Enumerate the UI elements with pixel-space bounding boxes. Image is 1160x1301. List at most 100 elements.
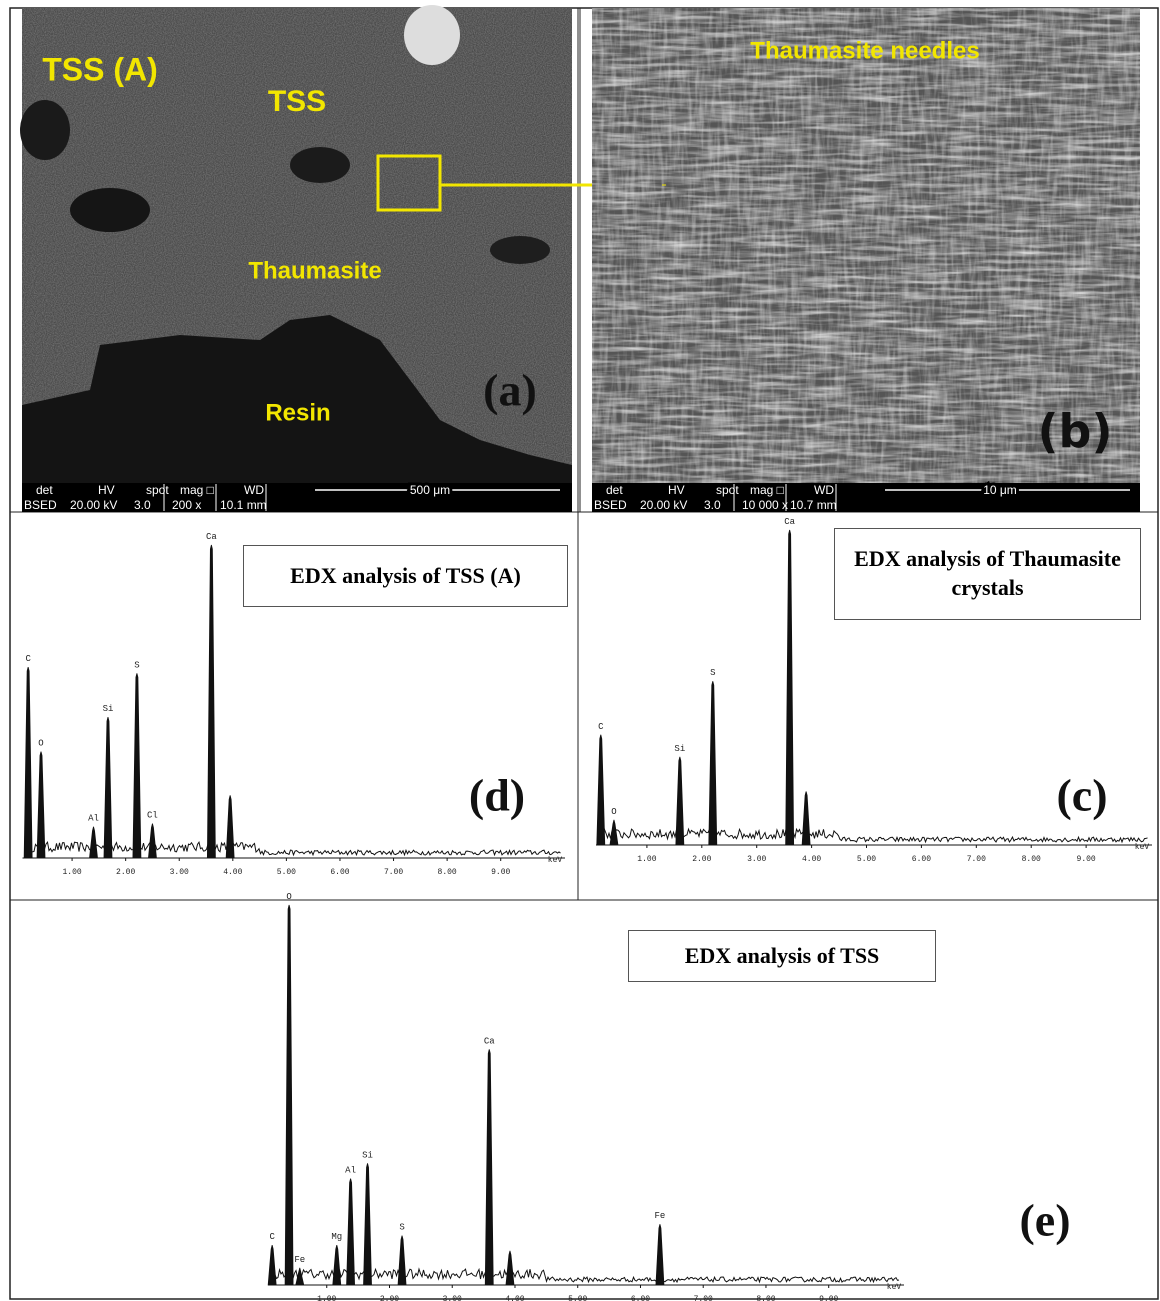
peak-label: Si [674,744,685,754]
info-header: mag □ [750,483,784,497]
peak-label: Fe [294,1255,305,1265]
x-tick-label: 8.00 [756,1295,775,1301]
peak-label: C [598,722,604,732]
x-tick-label: 3.00 [443,1295,462,1301]
info-value: 10.1 mm [220,498,267,512]
panel-label: (a) [483,365,537,416]
x-tick-label: 4.00 [223,868,242,877]
peak-label: Al [345,1166,356,1176]
figure: TSS (A)TSSThaumasiteResin(a)detHVspotmag… [0,0,1160,1301]
info-header: mag □ [180,483,214,497]
x-unit: keV [887,1283,902,1292]
peak-label: Ca [206,532,217,542]
x-tick-label: 5.00 [277,868,296,877]
x-tick-label: 3.00 [170,868,189,877]
annotation: TSS (A) [42,51,158,87]
x-tick-label: 6.00 [912,855,931,864]
x-unit: keV [1135,843,1150,852]
peak-label: C [269,1232,275,1242]
peak [24,667,32,858]
x-tick-label: 2.00 [116,868,135,877]
info-header: HV [668,483,685,497]
x-tick-label: 5.00 [568,1295,587,1301]
peak [207,545,215,858]
info-value: BSED [594,498,627,512]
peak-label: Cl [147,811,158,821]
peak [506,1251,514,1285]
x-tick-label: 7.00 [384,868,403,877]
peak [268,1245,276,1285]
peak-label: Ca [784,517,795,527]
peak [333,1245,341,1285]
info-value: BSED [24,498,57,512]
peak [676,757,684,845]
x-tick-label: 6.00 [330,868,349,877]
peak-label: C [25,654,31,664]
peak [133,673,141,858]
info-value: 3.0 [134,498,151,512]
info-header: WD [814,483,834,497]
peak [364,1163,372,1285]
x-tick-label: 4.00 [802,855,821,864]
info-value: 20.00 kV [640,498,687,512]
peak [347,1179,355,1285]
info-value: 200 x [172,498,201,512]
peak [37,752,45,858]
peak-label: Si [103,704,114,714]
peak [104,717,112,858]
canvas: TSS (A)TSSThaumasiteResin(a)detHVspotmag… [0,0,1160,1301]
x-tick-label: 9.00 [819,1295,838,1301]
info-header: det [36,483,53,497]
peak-label: Mg [331,1232,342,1242]
peak [786,530,794,845]
x-tick-label: 3.00 [747,855,766,864]
peak [802,791,810,845]
peak [610,820,618,845]
peak-label: S [399,1223,404,1233]
annotation: Resin [265,399,330,426]
peak [90,827,98,858]
info-header: det [606,483,623,497]
x-tick-label: 8.00 [438,868,457,877]
peak-label: Al [88,814,99,824]
x-tick-label: 7.00 [967,855,986,864]
chart-title: EDX analysis of TSS [628,930,936,982]
peak [148,824,156,858]
x-tick-label: 7.00 [694,1295,713,1301]
info-header: spot [716,483,739,497]
peak-label: Fe [655,1211,666,1221]
peak-label: O [38,739,43,749]
panel-label: (c) [1056,770,1107,821]
scale-bar-label: 500 μm [410,483,450,497]
x-unit: keV [548,856,563,865]
peak-label: O [611,807,616,817]
peak [485,1049,493,1285]
info-value: 20.00 kV [70,498,117,512]
info-header: WD [244,483,264,497]
peak-label: O [286,892,291,902]
scale-bar-label: 10 μm [983,483,1017,497]
x-tick-label: 4.00 [505,1295,524,1301]
info-value: 10.7 mm [790,498,837,512]
info-header: HV [98,483,115,497]
peak-label: S [710,668,715,678]
peak-label: S [134,660,139,670]
chart-title: EDX analysis of TSS (A) [243,545,568,607]
peak-label: Si [362,1150,373,1160]
peak [709,681,717,845]
x-tick-label: 1.00 [62,868,81,877]
annotation: TSS [268,85,326,118]
peak [656,1224,664,1285]
info-value: 10 000 x [742,498,788,512]
annotation: Thaumasite [248,257,381,284]
x-tick-label: 8.00 [1022,855,1041,864]
info-value: 3.0 [704,498,721,512]
panel-label: (d) [469,770,525,821]
x-tick-label: 2.00 [380,1295,399,1301]
peak-label: Ca [484,1036,495,1046]
x-tick-label: 6.00 [631,1295,650,1301]
x-tick-label: 1.00 [317,1295,336,1301]
annotation: Thaumasite needles [750,37,979,64]
info-header: spot [146,483,169,497]
peak [398,1236,406,1285]
